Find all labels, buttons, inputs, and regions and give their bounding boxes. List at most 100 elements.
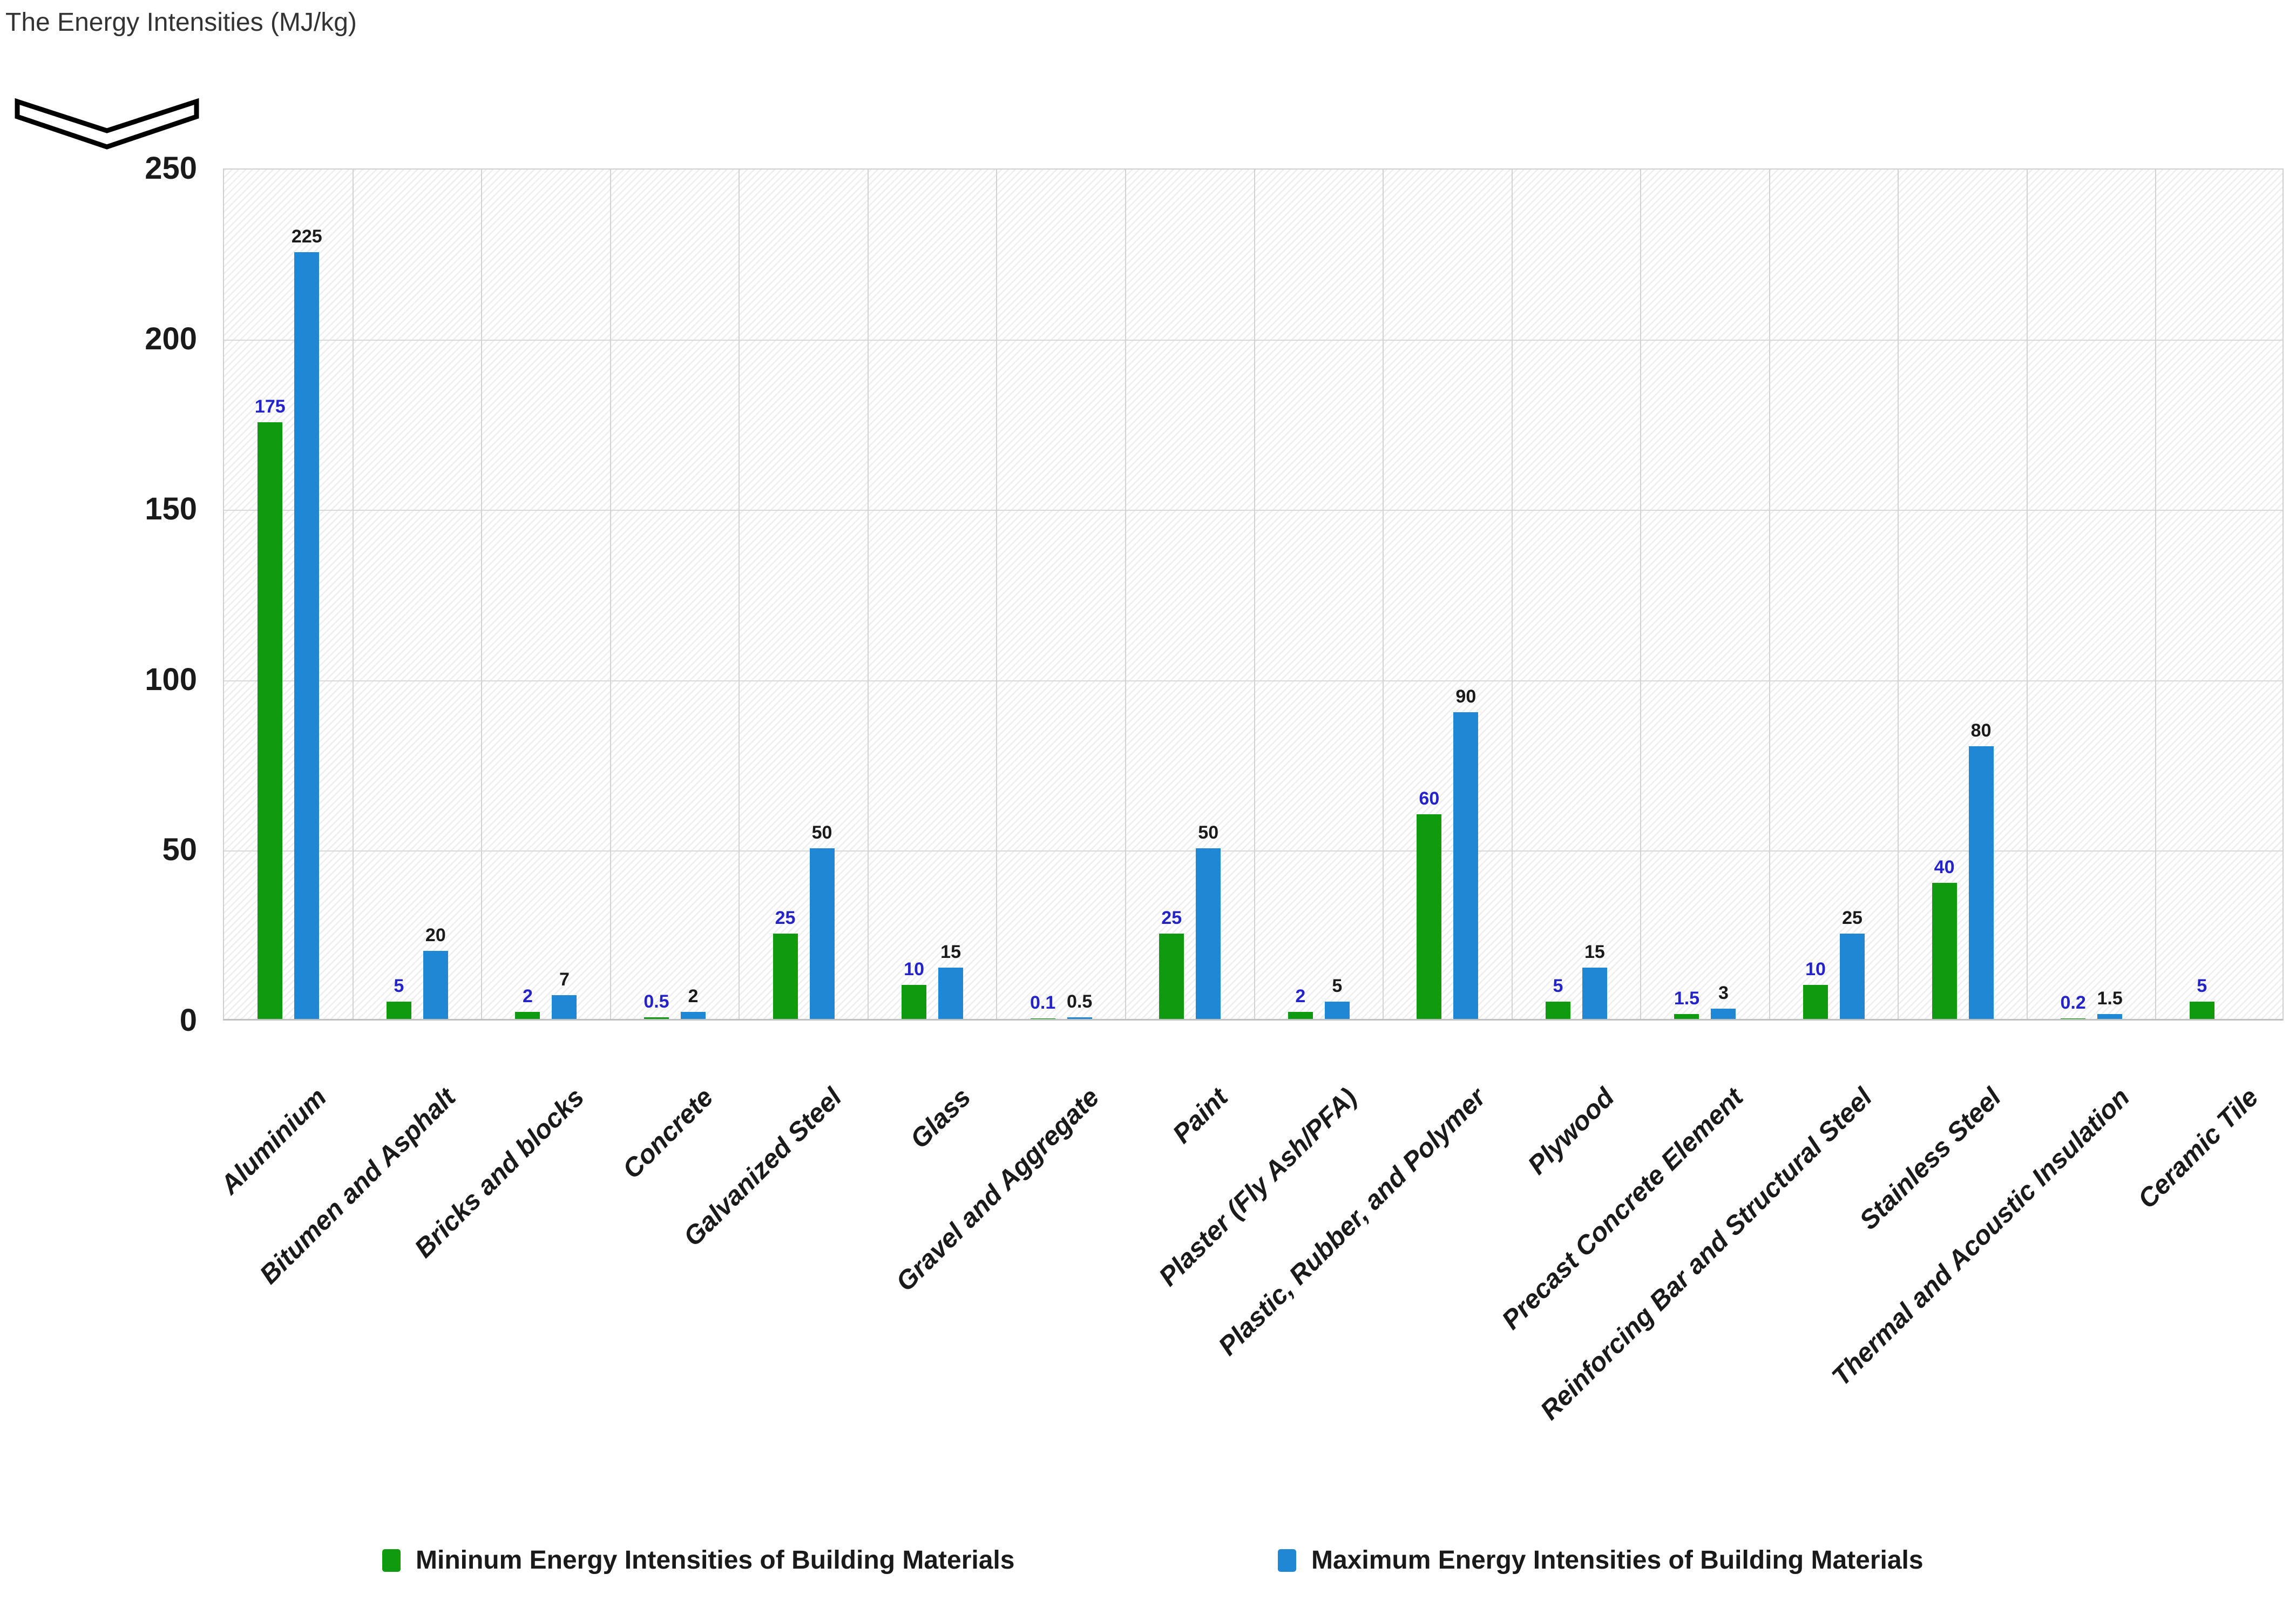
- x-category-label: Aluminium: [215, 1083, 333, 1200]
- legend-item-minimum: Mininum Energy Intensities of Building M…: [382, 1545, 1014, 1576]
- axis-break-icon: [15, 98, 199, 150]
- legend-label: Maximum Energy Intensities of Building M…: [1311, 1546, 1924, 1575]
- x-category-label: Ceramic Tile: [2132, 1083, 2264, 1214]
- bar-max-value-label: 2: [688, 986, 699, 1007]
- bar-max-value-label: 0.5: [1067, 991, 1093, 1012]
- bar-min: [1417, 814, 1442, 1019]
- bar-min: [773, 934, 798, 1019]
- gridline-vertical: [739, 170, 740, 1019]
- y-tick-label: 200: [145, 321, 197, 356]
- bar-max-value-label: 1.5: [2097, 988, 2123, 1009]
- bar-min-value-label: 0.5: [644, 991, 669, 1012]
- bar-min: [1803, 984, 1828, 1019]
- bar-min: [1288, 1012, 1313, 1019]
- bar-max-value-label: 25: [1842, 908, 1862, 929]
- bar-min: [1159, 934, 1184, 1019]
- bar-min-value-label: 25: [1161, 908, 1182, 929]
- gridline-horizontal: [224, 339, 2283, 341]
- gridline-vertical: [481, 170, 483, 1019]
- plot-area: 175 5 2 0.5 25 10 0.1 25 2 60 5 1.5 10 40 0.2 5 225 20 7 2 5…: [223, 168, 2284, 1021]
- bar-max-value-label: 50: [1198, 822, 1219, 843]
- bar-min: [2189, 1002, 2214, 1019]
- gridline-vertical: [1769, 170, 1770, 1019]
- gridline-vertical: [352, 170, 354, 1019]
- gridline-vertical: [609, 170, 611, 1019]
- chart-title: The Energy Intensities (MJ/kg): [5, 8, 357, 37]
- y-tick-label: 250: [145, 151, 197, 186]
- bar-max: [1324, 1002, 1350, 1019]
- bar-max-value-label: 80: [1970, 720, 1992, 741]
- bar-max: [680, 1012, 706, 1019]
- bar-max-value-label: 7: [559, 969, 570, 990]
- gridline-vertical: [996, 170, 998, 1019]
- legend-swatch-green: [382, 1549, 401, 1572]
- gridline-horizontal: [224, 850, 2283, 852]
- bar-min-value-label: 0.2: [2060, 992, 2086, 1013]
- bar-max-value-label: 5: [1332, 976, 1343, 997]
- bar-min-value-label: 2: [1295, 986, 1306, 1007]
- gridline-vertical: [1125, 170, 1126, 1019]
- bar-min-value-label: 1.5: [1674, 988, 1700, 1009]
- gridline-vertical: [1640, 170, 1642, 1019]
- x-category-label: Concrete: [617, 1083, 719, 1185]
- bar-min-value-label: 2: [522, 986, 533, 1007]
- gridline-vertical: [1383, 170, 1384, 1019]
- bar-min-value-label: 25: [775, 908, 796, 929]
- bar-min-value-label: 0.1: [1030, 992, 1056, 1013]
- legend-label: Mininum Energy Intensities of Building M…: [416, 1546, 1015, 1575]
- bar-min-value-label: 175: [254, 396, 286, 417]
- bar-min: [386, 1002, 411, 1019]
- y-tick-label: 100: [145, 661, 197, 697]
- bar-min: [644, 1017, 669, 1019]
- bar-min: [2061, 1018, 2086, 1019]
- gridline-horizontal: [224, 510, 2283, 511]
- gridline-vertical: [1511, 170, 1513, 1019]
- bar-max: [809, 848, 835, 1019]
- bar-max-value-label: 15: [1584, 942, 1605, 963]
- bar-max-value-label: 20: [425, 924, 446, 945]
- x-category-label: Stainless Steel: [1854, 1083, 2007, 1235]
- bar-min: [515, 1012, 540, 1019]
- x-category-label: Precast Concrete Element: [1496, 1083, 1749, 1335]
- x-category-label: Glass: [904, 1083, 977, 1154]
- bar-min: [258, 422, 283, 1019]
- bar-min-value-label: 40: [1934, 856, 1955, 877]
- bar-min-value-label: 5: [1553, 976, 1563, 997]
- bar-max: [423, 950, 448, 1019]
- bar-max: [1582, 968, 1607, 1019]
- bar-max: [1196, 848, 1221, 1019]
- bar-min-value-label: 5: [394, 976, 404, 997]
- bar-max: [1067, 1017, 1092, 1019]
- gridline-vertical: [867, 170, 869, 1019]
- bar-min: [1545, 1002, 1570, 1019]
- bar-max: [2097, 1014, 2123, 1019]
- gridline-vertical: [2026, 170, 2028, 1019]
- bar-max: [552, 995, 577, 1019]
- bar-max-value-label: 225: [291, 226, 322, 247]
- legend-swatch-blue: [1278, 1549, 1296, 1572]
- bar-min: [902, 984, 927, 1019]
- bar-max: [938, 968, 964, 1019]
- y-tick-label: 50: [162, 832, 197, 868]
- gridline-vertical: [1898, 170, 1899, 1019]
- bar-max: [1453, 712, 1479, 1019]
- bar-max-value-label: 90: [1455, 686, 1477, 707]
- bar-max-value-label: 15: [940, 942, 961, 963]
- legend-item-maximum: Maximum Energy Intensities of Building M…: [1278, 1545, 1924, 1576]
- bar-max-value-label: 50: [811, 822, 832, 843]
- bar-max: [1711, 1009, 1736, 1019]
- bar-max: [294, 252, 320, 1019]
- bar-min-value-label: 10: [904, 958, 924, 979]
- bar-max: [1840, 934, 1865, 1019]
- gridline-horizontal: [224, 680, 2283, 681]
- bar-max: [1968, 746, 1994, 1019]
- x-category-label: Paint: [1167, 1083, 1234, 1149]
- y-tick-label: 150: [145, 491, 197, 527]
- x-category-label: Plastic, Rubber, and Polymer: [1213, 1083, 1492, 1361]
- bar-min: [1674, 1014, 1699, 1019]
- gridline-vertical: [1254, 170, 1255, 1019]
- bar-min: [1030, 1018, 1055, 1019]
- bar-min-value-label: 5: [2197, 976, 2207, 997]
- bar-min-value-label: 10: [1805, 958, 1826, 979]
- y-tick-label: 0: [179, 1003, 197, 1038]
